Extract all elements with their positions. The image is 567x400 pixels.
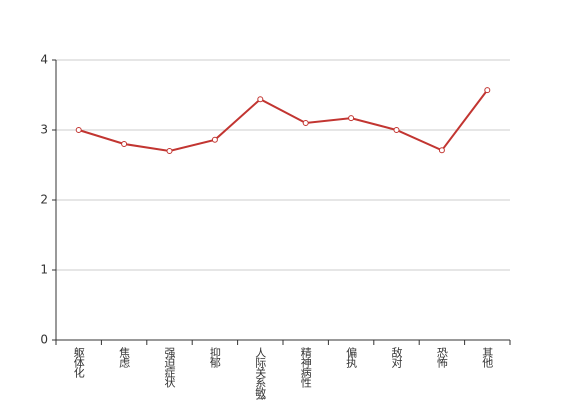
- point: [166, 148, 173, 154]
- x-tick-label: 焦虑: [118, 347, 131, 368]
- y-tick-label: 4: [40, 53, 48, 67]
- x-tick-label: 精神病性: [299, 347, 312, 389]
- point: [211, 136, 218, 143]
- x-tick-label: 恐怖: [435, 347, 448, 368]
- x-tick-label: 躯体化: [72, 347, 85, 379]
- x-tick-label: 抑郁: [208, 346, 221, 368]
- point: [484, 87, 491, 94]
- x-tick-label: 人际关系敏感: [254, 347, 267, 400]
- point: [438, 147, 445, 154]
- y-tick-label: 1: [40, 263, 48, 277]
- x-tick-label: 偏执: [345, 346, 358, 369]
- point: [348, 115, 355, 122]
- line: [78, 89, 489, 153]
- y-tick-label: 0: [40, 333, 48, 347]
- y-tick-label: 2: [40, 193, 48, 207]
- x-tick-label: 强迫症状: [163, 347, 176, 388]
- y-tick-label: 3: [40, 123, 48, 137]
- point: [121, 141, 128, 147]
- point: [393, 127, 400, 133]
- point: [257, 96, 264, 103]
- x-tick-label: 其他: [481, 347, 494, 368]
- point: [75, 127, 82, 133]
- x-tick-label: 敌对: [390, 346, 403, 368]
- point: [302, 120, 309, 126]
